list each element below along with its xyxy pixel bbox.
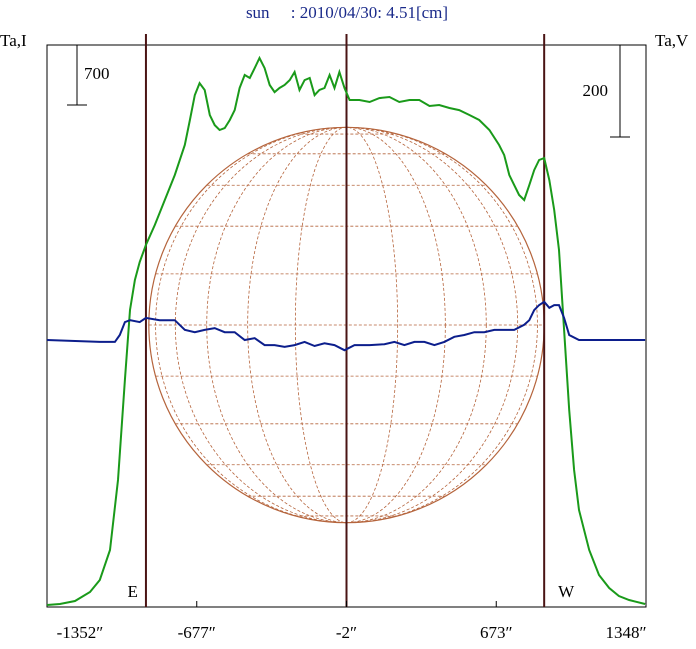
x-tick-label: 1348″ <box>605 623 646 642</box>
meridian <box>174 126 519 524</box>
y2-axis-label: Ta,V <box>655 31 689 50</box>
x-tick-label: -1352″ <box>57 623 104 642</box>
v-scale-label: 200 <box>583 81 609 100</box>
x-tick-label: 673″ <box>480 623 513 642</box>
chart-title: sun : 2010/04/30: 4.51[cm] <box>246 3 448 22</box>
series-line <box>46 300 646 352</box>
x-tick-label: -2″ <box>336 623 357 642</box>
i-scale-label: 700 <box>84 64 110 83</box>
x-tick-label: -677″ <box>178 623 216 642</box>
limb-label: E <box>128 582 138 601</box>
y-axis-label: Ta,I <box>0 31 27 50</box>
limb-label: W <box>558 582 575 601</box>
series-line <box>46 55 646 606</box>
